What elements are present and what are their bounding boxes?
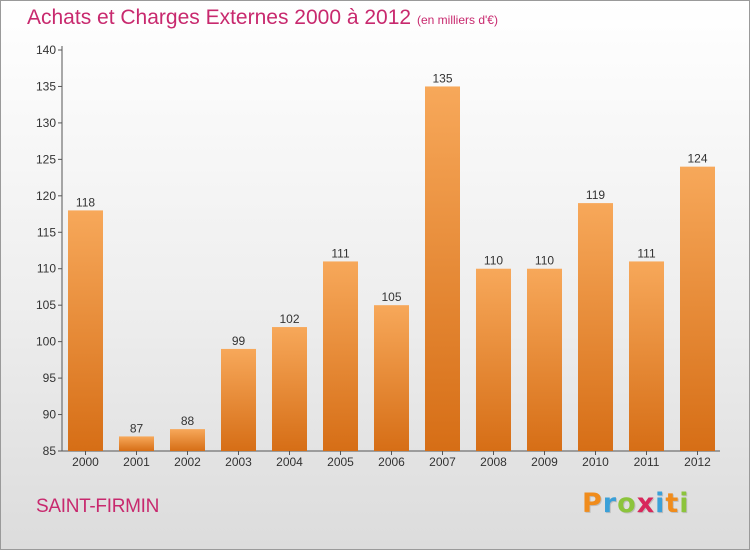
y-tick-label: 95: [43, 371, 57, 385]
logo-letter: i: [679, 488, 690, 519]
y-tick-label: 125: [36, 152, 56, 166]
bar-value-label: 99: [232, 334, 246, 348]
x-tick-label: 2008: [480, 455, 507, 469]
bar-value-label: 119: [586, 188, 605, 202]
y-tick-label: 100: [36, 335, 56, 349]
x-tick-label: 2009: [531, 455, 558, 469]
x-tick-label: 2007: [429, 455, 456, 469]
logo-letter: t: [665, 488, 680, 519]
x-axis: 2000 2001 2002 2003 2004 2005 2006 2007 2008 2009…: [62, 450, 720, 469]
commune-name: SAINT-FIRMIN: [36, 496, 160, 517]
bars: 118 87 88 99 102 111 105 135 110 110 119 111 124: [68, 71, 715, 452]
bar-value-label: 110: [484, 254, 503, 268]
y-tick-label: 105: [36, 298, 56, 312]
y-tick-label: 120: [36, 189, 56, 203]
bar-value-label: 135: [432, 71, 452, 85]
y-tick-label: 135: [36, 79, 56, 93]
x-tick-label: 2010: [582, 455, 609, 469]
proxiti-logo: Proxiti: [582, 488, 690, 519]
bar-value-label: 87: [130, 421, 144, 435]
logo-letter: P: [582, 488, 603, 519]
x-tick-label: 2002: [174, 455, 201, 469]
bar: [170, 429, 205, 451]
bar: [68, 210, 103, 451]
bar-value-label: 110: [535, 254, 554, 268]
y-axis: 85 90 95 100 105 110 115 120 125 130 135 140: [36, 43, 63, 458]
logo-letter: o: [617, 488, 637, 519]
bar-value-label: 118: [76, 195, 95, 209]
x-tick-label: 2001: [123, 455, 150, 469]
bar: [272, 327, 307, 451]
bar-value-label: 105: [381, 290, 401, 304]
chart-subtitle: (en milliers d'€): [417, 13, 498, 27]
x-tick-label: 2012: [684, 455, 711, 469]
bar: [119, 436, 154, 451]
logo-letter: x: [636, 488, 656, 519]
bar: [527, 268, 562, 451]
logo-letter: r: [602, 488, 618, 519]
bar-value-label: 102: [279, 312, 299, 326]
y-tick-label: 130: [36, 116, 56, 130]
y-tick-label: 110: [37, 262, 56, 276]
x-tick-label: 2005: [327, 455, 354, 469]
bar-value-label: 111: [637, 246, 656, 260]
bar: [578, 203, 613, 451]
x-tick-label: 2011: [634, 455, 660, 469]
y-tick-label: 90: [43, 408, 57, 422]
bar: [425, 86, 460, 452]
y-tick-label: 140: [36, 43, 56, 57]
logo-letter: i: [655, 488, 666, 519]
x-tick-label: 2003: [225, 455, 252, 469]
x-tick-label: 2000: [72, 455, 99, 469]
bar: [221, 348, 256, 451]
bar: [323, 261, 358, 451]
y-tick-label: 115: [37, 225, 56, 239]
bar: [374, 305, 409, 451]
bar: [629, 261, 664, 451]
bar-value-label: 111: [331, 246, 350, 260]
bar: [476, 268, 511, 451]
bar-value-label: 124: [687, 152, 707, 166]
y-tick-label: 85: [43, 444, 57, 458]
chart-title: Achats et Charges Externes 2000 à 2012: [27, 6, 412, 29]
bar: [680, 166, 715, 451]
bar-value-label: 88: [181, 414, 195, 428]
x-tick-label: 2006: [378, 455, 405, 469]
x-tick-label: 2004: [276, 455, 303, 469]
